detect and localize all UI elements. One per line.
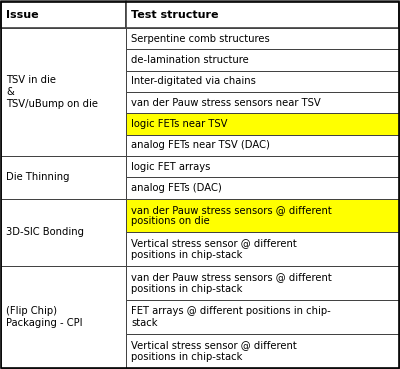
Text: FET arrays @ different positions in chip-
stack: FET arrays @ different positions in chip…: [131, 306, 331, 328]
Bar: [1, 156, 126, 199]
Text: Test structure: Test structure: [131, 10, 218, 20]
Text: TSV in die
&
TSV/uBump on die: TSV in die & TSV/uBump on die: [6, 75, 98, 108]
Bar: [126, 28, 399, 49]
Text: logic FETs near TSV: logic FETs near TSV: [131, 119, 228, 129]
Bar: [126, 49, 399, 71]
Bar: [126, 113, 399, 135]
Text: Inter-digitated via chains: Inter-digitated via chains: [131, 76, 256, 86]
Bar: [1, 1, 126, 28]
Bar: [126, 1, 399, 28]
Bar: [126, 300, 399, 334]
Text: van der Pauw stress sensors near TSV: van der Pauw stress sensors near TSV: [131, 98, 321, 108]
Text: Vertical stress sensor @ different
positions in chip-stack: Vertical stress sensor @ different posit…: [131, 239, 297, 260]
Bar: [126, 156, 399, 177]
Text: van der Pauw stress sensors @ different
positions on die: van der Pauw stress sensors @ different …: [131, 205, 332, 226]
Text: Serpentine comb structures: Serpentine comb structures: [131, 34, 270, 44]
Text: (Flip Chip)
Packaging - CPI: (Flip Chip) Packaging - CPI: [6, 306, 82, 328]
Text: de-lamination structure: de-lamination structure: [131, 55, 249, 65]
Bar: [126, 232, 399, 266]
Bar: [126, 177, 399, 199]
Text: Die Thinning: Die Thinning: [6, 172, 70, 182]
Text: logic FET arrays: logic FET arrays: [131, 162, 210, 172]
Text: analog FETs (DAC): analog FETs (DAC): [131, 183, 222, 193]
Bar: [126, 135, 399, 156]
Bar: [1, 266, 126, 368]
Bar: [126, 71, 399, 92]
Bar: [126, 92, 399, 113]
Bar: [126, 334, 399, 368]
Bar: [1, 199, 126, 266]
Text: Vertical stress sensor @ different
positions in chip-stack: Vertical stress sensor @ different posit…: [131, 340, 297, 362]
Bar: [126, 199, 399, 232]
Bar: [1, 28, 126, 156]
Bar: [126, 266, 399, 300]
Text: Issue: Issue: [6, 10, 39, 20]
Text: van der Pauw stress sensors @ different
positions in chip-stack: van der Pauw stress sensors @ different …: [131, 272, 332, 294]
Text: analog FETs near TSV (DAC): analog FETs near TSV (DAC): [131, 140, 270, 150]
Text: 3D-SIC Bonding: 3D-SIC Bonding: [6, 227, 84, 237]
